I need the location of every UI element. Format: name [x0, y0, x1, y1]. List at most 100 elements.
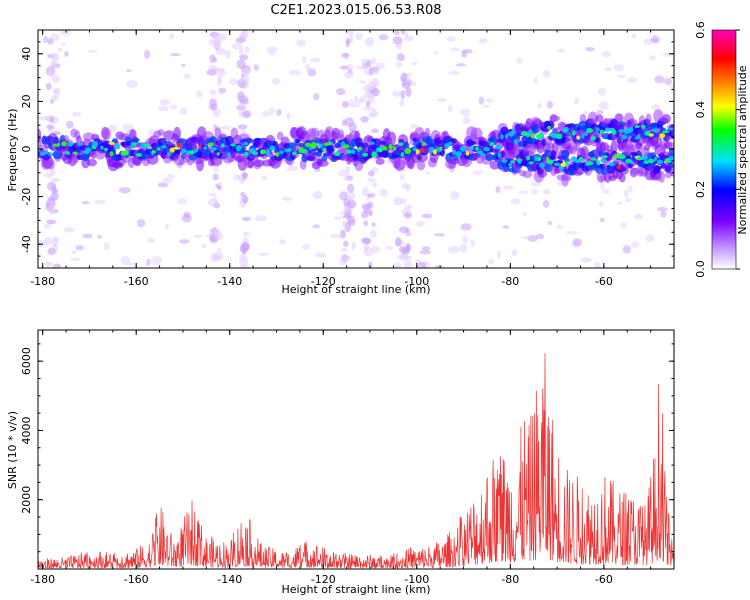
heatmap-cell	[579, 113, 587, 123]
heatmap-cell	[271, 77, 281, 85]
heatmap-cell	[51, 52, 60, 62]
heatmap-cell	[564, 157, 570, 164]
heatmap-cell	[126, 79, 138, 89]
x-tick-label: -100	[404, 275, 429, 288]
heatmap-cell	[164, 223, 170, 230]
heatmap-cell	[401, 247, 410, 255]
heatmap-cell	[224, 135, 235, 146]
heatmap-cell	[189, 150, 195, 155]
heatmap-cell	[375, 158, 385, 165]
heatmap-cell	[196, 89, 203, 98]
heatmap-cell	[633, 213, 644, 220]
heatmap-cell	[368, 261, 373, 268]
heatmap-cell	[279, 239, 287, 245]
heatmap-cell	[634, 135, 641, 140]
heatmap-cell	[657, 77, 668, 84]
heatmap-cell	[81, 200, 90, 205]
heatmap-cell	[252, 151, 259, 156]
heatmap-cell	[447, 104, 453, 113]
y-tick-label: 40	[20, 47, 33, 61]
heatmap-cell	[45, 70, 53, 76]
heatmap-cell	[217, 74, 223, 84]
heatmap-cell	[276, 108, 282, 116]
heatmap-cell	[643, 38, 653, 46]
x-tick-label: -180	[30, 573, 55, 586]
heatmap-cell	[348, 30, 354, 38]
heatmap-cell	[404, 32, 409, 39]
heatmap-cell	[421, 213, 433, 219]
heatmap-cell	[333, 151, 341, 157]
x-tick-label: -160	[124, 573, 149, 586]
heatmap-cell	[565, 161, 569, 167]
heatmap-cell	[515, 57, 523, 64]
heatmap-cell	[67, 141, 73, 147]
heatmap-cell	[181, 148, 187, 154]
heatmap-cell	[114, 143, 121, 150]
heatmap-cell	[594, 137, 601, 144]
heatmap-cell	[640, 124, 646, 129]
x-tick-label: -140	[217, 275, 242, 288]
heatmap-cell	[393, 158, 406, 171]
heatmap-cell	[561, 175, 572, 182]
heatmap-cell	[624, 197, 632, 202]
heatmap-cell	[210, 146, 217, 151]
heatmap-cell	[193, 234, 203, 238]
heatmap-cell	[241, 172, 249, 179]
heatmap-cell	[415, 220, 425, 227]
heatmap-cell	[617, 201, 622, 205]
heatmap-cell	[242, 194, 248, 204]
heatmap-cell	[669, 156, 674, 162]
heatmap-cell	[475, 146, 479, 151]
colorbar-ticks: 0.0 0.2 0.4 0.6	[694, 21, 740, 278]
heatmap-cell	[521, 236, 531, 240]
heatmap-cell	[57, 47, 63, 53]
colorbar-gradient	[711, 29, 737, 270]
y-tick-label: 20	[20, 94, 33, 108]
heatmap-cell	[488, 258, 495, 265]
snr-x-label: Height of straight line (km)	[281, 583, 430, 596]
heatmap-cell	[510, 160, 515, 164]
heatmap-cell	[379, 188, 388, 197]
heatmap-cell	[157, 137, 167, 147]
heatmap-cell	[166, 174, 175, 179]
heatmap-cell	[669, 164, 674, 177]
heatmap-cell	[596, 109, 604, 115]
heatmap-cell	[345, 165, 350, 172]
heatmap-cell	[632, 33, 637, 39]
heatmap-cell	[47, 159, 55, 170]
heatmap-cell	[590, 157, 596, 161]
heatmap-cell	[530, 181, 542, 187]
heatmap-cell	[229, 78, 238, 85]
heatmap-cell	[392, 146, 397, 151]
heatmap-cell	[546, 100, 553, 109]
heatmap-cell	[64, 50, 69, 57]
heatmap-cell	[620, 134, 628, 140]
heatmap-cell	[636, 138, 645, 147]
heatmap-cell	[395, 61, 402, 68]
colorbar-label: Normalized spectral amplitude	[736, 65, 749, 234]
heatmap-cell	[236, 59, 246, 69]
heatmap-cell	[341, 247, 348, 252]
heatmap-cell	[601, 51, 612, 58]
heatmap-cell	[416, 160, 426, 171]
heatmap-cell	[361, 187, 369, 197]
heatmap-cell	[360, 94, 367, 103]
heatmap-cell	[177, 198, 187, 205]
heatmap-cell	[478, 96, 485, 105]
heatmap-cell	[620, 222, 627, 229]
x-tick-label: -160	[124, 275, 149, 288]
heatmap-cell	[125, 150, 129, 156]
heatmap-cell	[600, 158, 607, 162]
heatmap-cell	[213, 196, 218, 206]
heatmap-cell	[397, 142, 404, 146]
heatmap-cell	[301, 148, 308, 154]
heatmap-cell	[351, 241, 356, 251]
snr-series-line	[38, 353, 674, 569]
heatmap-cell	[336, 88, 346, 96]
x-tick-label: -60	[595, 275, 613, 288]
heatmap-cell	[157, 105, 169, 112]
colorbar-tick-label: 0.2	[694, 181, 707, 199]
heatmap-cell	[183, 73, 191, 80]
heatmap-cell	[462, 235, 468, 245]
heatmap-cell	[618, 173, 626, 183]
